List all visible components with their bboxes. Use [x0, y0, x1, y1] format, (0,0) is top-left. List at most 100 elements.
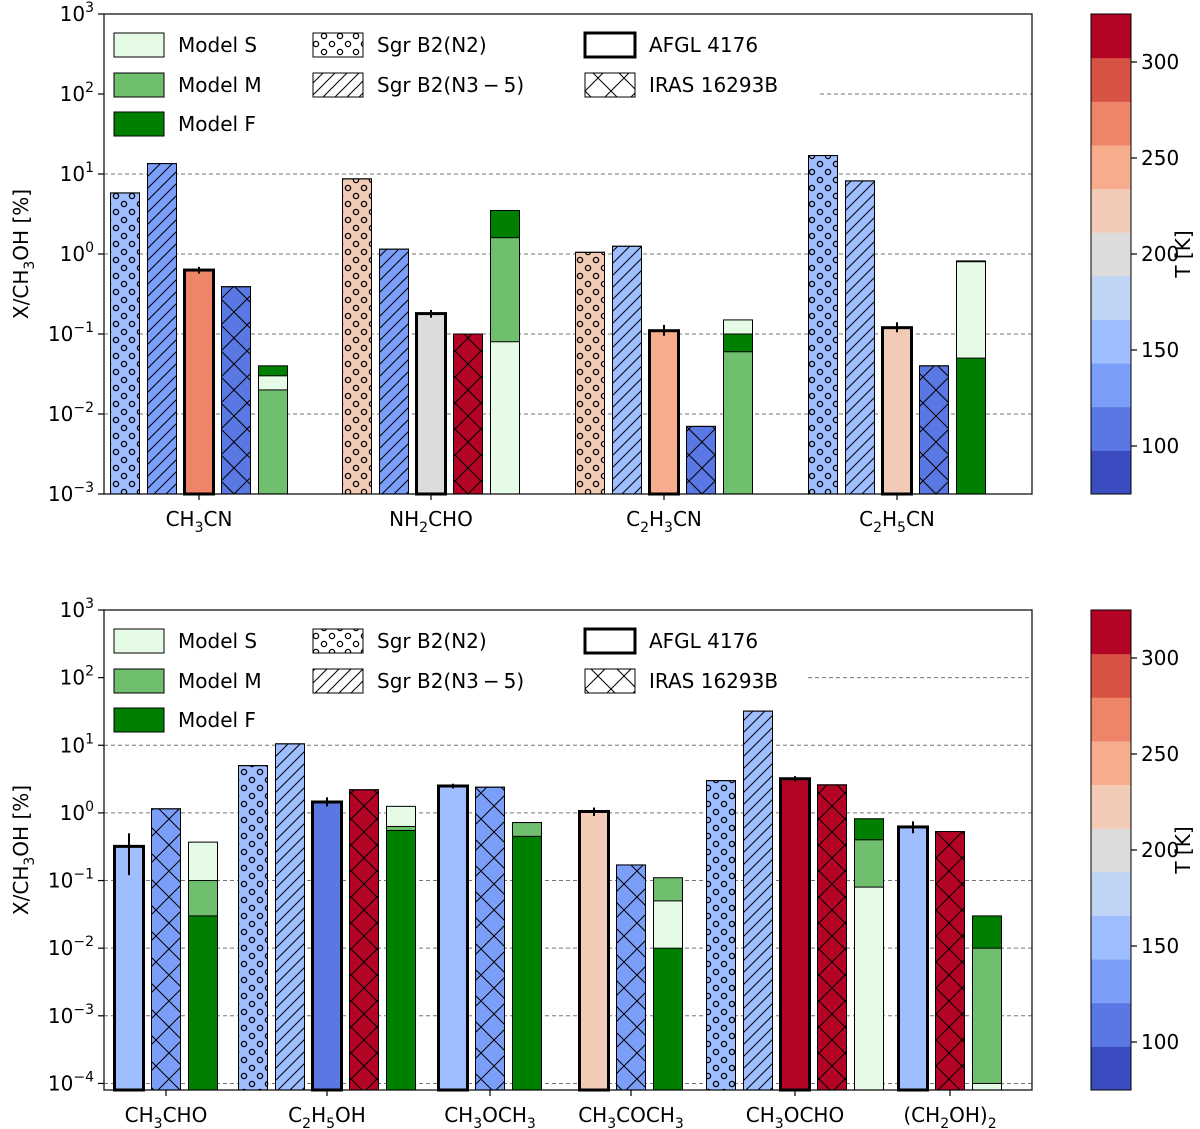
- colorbar-tick-label: 250: [1141, 742, 1179, 766]
- y-tick-label: 103: [60, 596, 94, 622]
- bar-hatch: [221, 286, 251, 495]
- x-ticks: CH3CN NH2CHO C2H3CN C2H5CN: [166, 494, 935, 536]
- bar-hatch: [686, 425, 716, 495]
- legend-swatch-model-f: [113, 111, 165, 137]
- legend-swatch-model-m: [113, 668, 165, 694]
- legend-label-model-f: Model F: [178, 708, 256, 732]
- legend-label-model-m: Model M: [178, 73, 262, 97]
- bar-afgl-4176: [415, 312, 447, 496]
- colorbar-tick-label: 300: [1141, 646, 1179, 670]
- x-tick-label: C2H5CN: [859, 507, 935, 536]
- legend-label-afgl: AFGL 4176: [649, 629, 758, 653]
- bar-hatch: [349, 789, 379, 1091]
- colorbar-label: T [K]: [1171, 826, 1195, 874]
- colorbar-segment: [1091, 871, 1131, 916]
- bar-hatch: [919, 365, 949, 495]
- colorbar-tick-label: 250: [1141, 146, 1179, 170]
- colorbar-segment: [1091, 610, 1131, 655]
- colorbar-tick-label: 200: [1141, 242, 1179, 266]
- panel-top: 103 102 101 100 10−1 10−2 10−3 CH3CN NH2CHO C2H3…: [9, 0, 1195, 536]
- x-tick-label: CH3COCH3: [578, 1103, 684, 1129]
- colorbar-segment: [1091, 740, 1131, 786]
- legend-label-iras: IRAS 16293B: [649, 669, 778, 693]
- colorbar-tick-label: 100: [1141, 1030, 1179, 1054]
- y-tick-label: 102: [60, 80, 94, 106]
- colorbar-segment: [1091, 1046, 1131, 1091]
- y-axis-label: X/CH3OH [%]: [9, 785, 38, 915]
- legend-swatch-iras: [584, 72, 636, 98]
- colorbar-segment: [1091, 959, 1131, 1004]
- x-tick-label: CH3OCHO: [746, 1103, 844, 1129]
- y-tick-label: 102: [60, 664, 94, 690]
- colorbar-tick-label: 200: [1141, 838, 1179, 862]
- legend-label-model-f: Model F: [178, 112, 256, 136]
- x-tick-label: (CH2OH)2: [903, 1103, 996, 1129]
- bar-hatch: [808, 155, 838, 495]
- bar-hatch: [612, 245, 642, 495]
- legend-swatch-sgr-n35: [312, 668, 364, 694]
- colorbar-tick-label: 150: [1141, 338, 1179, 362]
- y-ticks: 103 102 101 100 10−1 10−2 10−3 10−4: [48, 596, 104, 1095]
- legend-swatch-afgl: [583, 31, 637, 59]
- bar-hatch: [275, 743, 305, 1091]
- colorbar-segment: [1091, 828, 1131, 873]
- legend-label-model-m: Model M: [178, 669, 262, 693]
- colorbar-tick-label: 150: [1141, 934, 1179, 958]
- bar-model-m: [972, 947, 1002, 1091]
- bar-afgl-4176: [779, 777, 811, 1092]
- legend-swatch-model-f: [113, 707, 165, 733]
- bar-model-f: [653, 947, 683, 1091]
- bar-afgl-4176: [648, 329, 680, 496]
- colorbar-label: T [K]: [1171, 230, 1195, 278]
- colorbar: 100 150 200 250 300: [1090, 609, 1179, 1091]
- bar-hatch: [110, 192, 140, 495]
- colorbar-segment: [1091, 57, 1131, 102]
- x-tick-label: CH3CHO: [125, 1103, 208, 1129]
- legend-swatch-model-m: [113, 72, 165, 98]
- colorbar-tick-label: 300: [1141, 50, 1179, 74]
- legend-swatch-afgl: [583, 627, 637, 655]
- legend-label-model-s: Model S: [178, 33, 257, 57]
- legend-label-sgr-n35: Sgr B2(N3−5): [377, 73, 524, 97]
- y-tick-label: 101: [60, 731, 94, 757]
- legend: Model S Model M Model F Sgr B2(N2) Sgr B…: [113, 31, 778, 137]
- y-tick-label: 103: [60, 0, 94, 26]
- bar-hatch: [706, 780, 736, 1091]
- colorbar-segment: [1091, 363, 1131, 408]
- bar-hatch: [817, 784, 847, 1091]
- legend-swatch-model-s: [113, 32, 165, 58]
- y-axis-label: X/CH3OH [%]: [9, 189, 38, 319]
- bar-hatch: [845, 180, 875, 495]
- y-tick-label: 10−3: [48, 480, 94, 506]
- y-tick-label: 100: [60, 240, 94, 266]
- bar-afgl-4176: [578, 809, 610, 1092]
- y-ticks: 103 102 101 100 10−1 10−2 10−3: [48, 0, 104, 506]
- colorbar-segment: [1091, 915, 1131, 960]
- x-tick-label: CH3CN: [166, 507, 233, 536]
- bar-hatch: [743, 710, 773, 1091]
- legend-label-sgr-n2: Sgr B2(N2): [377, 629, 487, 653]
- y-tick-label: 10−2: [48, 400, 94, 426]
- colorbar-segment: [1091, 101, 1131, 146]
- legend-label-sgr-n35: Sgr B2(N3−5): [377, 669, 524, 693]
- bar-model-m: [723, 351, 753, 495]
- bar-afgl-4176: [113, 844, 145, 1092]
- colorbar-segment: [1091, 697, 1131, 742]
- x-ticks: CH3CHO C2H5OH CH3OCH3 CH3COCH3 CH3OCHO (CH2OH…: [125, 1090, 997, 1129]
- colorbar-segment: [1091, 232, 1131, 277]
- bar-hatch: [575, 251, 605, 495]
- colorbar-segment: [1091, 406, 1131, 451]
- colorbar-segment: [1091, 188, 1131, 233]
- colorbar-segment: [1091, 144, 1131, 190]
- legend-label-iras: IRAS 16293B: [649, 73, 778, 97]
- bar-hatch: [342, 178, 372, 495]
- colorbar-segment: [1091, 319, 1131, 364]
- bar-model-s: [854, 886, 884, 1091]
- colorbar: 100 150 200 250 300: [1090, 13, 1179, 495]
- panel-bottom: 103 102 101 100 10−1 10−2 10−3 10−4 CH3CHO C2H5O…: [9, 596, 1195, 1129]
- colorbar-segment: [1091, 450, 1131, 495]
- plot-frame: [103, 609, 1033, 1091]
- bar-hatch: [238, 765, 268, 1091]
- legend-swatch-model-s: [113, 628, 165, 654]
